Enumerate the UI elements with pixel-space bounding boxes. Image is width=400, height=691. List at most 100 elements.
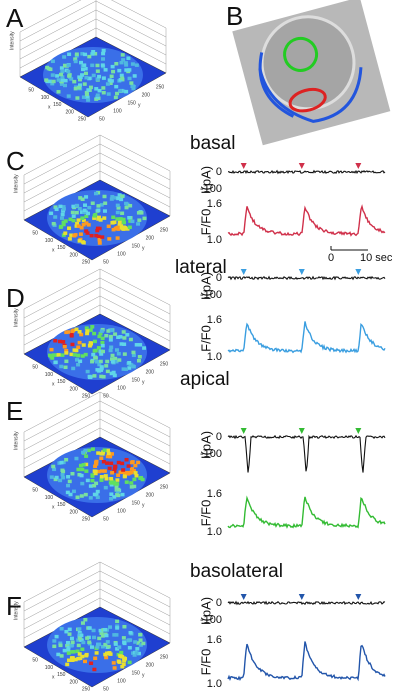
surface-dot	[82, 208, 87, 213]
surface-dot	[113, 356, 118, 361]
surface-dot	[61, 220, 66, 225]
surface-dot	[127, 360, 132, 365]
surface-dot	[133, 640, 138, 644]
surface-dot	[127, 646, 132, 650]
surface-dot	[102, 209, 107, 213]
surface-dot	[100, 340, 105, 345]
surface-dot	[97, 241, 102, 245]
surface-dot	[105, 461, 110, 465]
surface-dot	[90, 447, 95, 451]
surface-dot	[138, 476, 143, 480]
surface-dot	[71, 204, 76, 209]
ratio-trace	[227, 321, 386, 354]
surface-dot	[60, 473, 65, 477]
surface-dot	[90, 359, 95, 364]
surface-dot	[115, 225, 120, 230]
surface-dot	[138, 632, 143, 637]
surface-dot	[106, 451, 111, 456]
frame-line	[23, 143, 101, 185]
surface-dot	[59, 66, 64, 70]
stimulus-marker	[355, 594, 362, 600]
surface-dot	[83, 352, 88, 357]
surface-dot	[115, 626, 120, 630]
surface-dot	[114, 196, 119, 200]
surface-dot	[79, 332, 84, 337]
surface-dot	[95, 95, 100, 99]
y-tick-label: 200	[146, 662, 155, 668]
surface-dot	[77, 472, 82, 477]
surface-dot	[99, 475, 104, 479]
surface-dot	[130, 62, 135, 66]
surface-dot	[123, 61, 128, 65]
surface-dot	[53, 215, 58, 219]
ratio-label: F/F0	[198, 500, 213, 527]
surface-dot	[113, 642, 118, 646]
surface-dot	[113, 332, 118, 336]
surface-dot	[120, 53, 125, 57]
surface-dot	[84, 214, 89, 219]
surface-dot	[101, 86, 106, 90]
surface-dot	[86, 88, 91, 92]
surface-dot	[71, 489, 76, 494]
surface-dot	[123, 470, 128, 475]
y-axis-label: y	[142, 245, 145, 251]
surface-dot	[108, 481, 113, 485]
surface-dot	[80, 621, 85, 625]
surface-dot	[66, 63, 71, 67]
panel-letter: A	[6, 3, 24, 33]
surface-dot	[103, 485, 108, 490]
ratio-tick: 1.6	[207, 488, 222, 500]
surface-dot	[130, 219, 135, 224]
x-tick-label: 200	[69, 252, 78, 258]
y-tick-label: 50	[103, 393, 109, 399]
surface-dot	[95, 228, 100, 233]
surface-dot	[96, 208, 101, 213]
trace-panel: I(pA) 0 -100 F/F01.6 1.0	[198, 428, 386, 538]
x-tick-label: 150	[53, 102, 62, 108]
surface-dot	[109, 197, 114, 201]
surface-dot	[91, 628, 96, 633]
surface-dot	[76, 345, 81, 349]
surface-dot	[96, 346, 101, 350]
surface-dot	[119, 60, 124, 65]
x-tick-label: 100	[45, 238, 54, 244]
frame-line	[95, 9, 167, 47]
surface-dot	[69, 644, 74, 648]
surface-dot	[78, 656, 83, 661]
y-axis-label: y	[142, 502, 145, 508]
ratio-trace	[227, 204, 386, 237]
surface-dot	[83, 52, 88, 57]
surface-dot	[58, 641, 63, 645]
surface-dot	[127, 366, 132, 370]
stimulus-marker	[240, 428, 247, 434]
current-label: I(pA)	[198, 597, 213, 625]
surface-dot	[128, 638, 133, 642]
surface-dot	[81, 463, 86, 467]
frame-line	[23, 400, 101, 442]
surface-dot	[112, 220, 117, 224]
surface-dot	[116, 659, 121, 663]
current-trace	[227, 169, 386, 175]
surface-dot	[129, 481, 134, 485]
surface-dot	[90, 52, 95, 56]
surface-dot	[84, 221, 89, 225]
surface-dot	[113, 226, 118, 231]
y-tick-label: 200	[146, 369, 155, 375]
surface-dot	[79, 494, 84, 498]
stimulus-marker	[355, 269, 362, 275]
surface-dot	[114, 61, 119, 66]
y-tick-label: 150	[127, 100, 136, 106]
surface-dot	[81, 640, 86, 645]
surface-dot	[67, 479, 72, 484]
frame-line	[99, 579, 171, 617]
surface-dot	[109, 452, 114, 456]
current-label: I(pA)	[198, 431, 213, 459]
surface-dot	[108, 348, 113, 353]
surface-dot	[109, 483, 114, 487]
x-tick-label: 150	[57, 379, 66, 385]
surface-dot	[92, 483, 97, 488]
surface-dot	[119, 650, 124, 655]
surface-dot	[64, 457, 69, 462]
surface-dot	[90, 473, 95, 477]
surface-dot	[132, 74, 137, 78]
